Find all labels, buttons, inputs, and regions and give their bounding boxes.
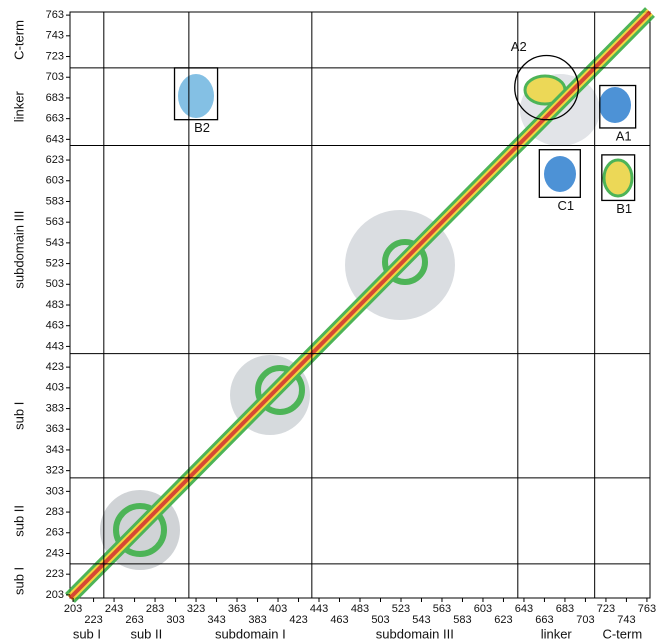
x-tick-label: 643 <box>515 603 533 615</box>
y-tick-label: 343 <box>46 444 64 456</box>
y-tick-label: 763 <box>46 9 64 21</box>
x-tick-label: 703 <box>576 614 594 626</box>
y-tick-label: 223 <box>46 568 64 580</box>
x-domain-label: linker <box>541 626 573 641</box>
y-domain-label: sub I <box>11 402 26 430</box>
y-tick-label: 283 <box>46 506 64 518</box>
annotation-box <box>601 154 636 202</box>
annotation-circle <box>514 54 579 121</box>
x-tick-label: 423 <box>289 614 307 626</box>
contact-blob <box>599 87 631 123</box>
y-tick-label: 603 <box>46 175 64 187</box>
y-tick-label: 683 <box>46 92 64 104</box>
y-tick-label: 563 <box>46 216 64 228</box>
x-domain-label: sub II <box>130 626 162 641</box>
annotation-label: A1 <box>616 128 632 143</box>
annotation-label: A2 <box>511 39 527 54</box>
x-tick-label: 523 <box>392 603 410 615</box>
x-tick-label: 623 <box>494 614 512 626</box>
y-tick-label: 463 <box>46 320 64 332</box>
contact-blob <box>178 74 214 118</box>
y-tick-label: 443 <box>46 340 64 352</box>
contact-blob <box>255 365 305 415</box>
y-tick-label: 703 <box>46 71 64 83</box>
x-tick-label: 323 <box>187 603 205 615</box>
annotation-label: B1 <box>616 201 632 216</box>
contact-blob <box>382 239 428 285</box>
annotation-label: B2 <box>194 120 210 135</box>
y-tick-label: 363 <box>46 423 64 435</box>
x-tick-label: 443 <box>310 603 328 615</box>
x-domain-label: subdomain III <box>376 626 454 641</box>
x-tick-label: 663 <box>535 614 553 626</box>
x-tick-label: 583 <box>453 614 471 626</box>
y-tick-label: 523 <box>46 257 64 269</box>
x-tick-label: 403 <box>269 603 287 615</box>
y-tick-label: 423 <box>46 361 64 373</box>
x-tick-label: 363 <box>228 603 246 615</box>
diagonal <box>68 10 652 600</box>
y-domain-label: sub II <box>11 505 26 537</box>
y-tick-label: 203 <box>46 589 64 601</box>
y-domain-label: sub I <box>11 567 26 595</box>
contact-pattern <box>65 7 655 603</box>
y-tick-label: 263 <box>46 527 64 539</box>
x-tick-label: 463 <box>330 614 348 626</box>
x-tick-label: 303 <box>166 614 184 626</box>
contact-blob <box>544 156 576 192</box>
x-tick-label: 263 <box>125 614 143 626</box>
x-domain-label: subdomain I <box>215 626 286 641</box>
x-tick-label: 743 <box>617 614 635 626</box>
x-tick-label: 383 <box>248 614 266 626</box>
x-tick-label: 563 <box>433 603 451 615</box>
y-domain-label: linker <box>11 91 26 123</box>
x-tick-label: 723 <box>597 603 615 615</box>
y-tick-label: 483 <box>46 299 64 311</box>
y-tick-label: 303 <box>46 485 64 497</box>
y-tick-label: 323 <box>46 465 64 477</box>
x-tick-label: 223 <box>84 614 102 626</box>
contact-blob <box>113 503 167 557</box>
x-tick-label: 503 <box>371 614 389 626</box>
y-tick-label: 243 <box>46 547 64 559</box>
y-tick-label: 543 <box>46 237 64 249</box>
y-tick-label: 723 <box>46 50 64 62</box>
annotation-label: C1 <box>558 198 575 213</box>
y-domain-label: subdomain III <box>11 211 26 289</box>
y-tick-label: 623 <box>46 154 64 166</box>
x-tick-label: 603 <box>474 603 492 615</box>
x-domain-label: C-term <box>602 626 642 641</box>
x-tick-label: 343 <box>207 614 225 626</box>
y-tick-label: 503 <box>46 278 64 290</box>
annotation-box <box>538 149 581 198</box>
y-tick-label: 663 <box>46 113 64 125</box>
contact-blob <box>602 158 634 198</box>
x-tick-label: 683 <box>556 603 574 615</box>
x-tick-label: 483 <box>351 603 369 615</box>
y-tick-label: 743 <box>46 30 64 42</box>
x-tick-label: 203 <box>64 603 82 615</box>
annotation-box <box>173 67 219 121</box>
x-domain-label: sub I <box>73 626 101 641</box>
y-tick-label: 583 <box>46 195 64 207</box>
x-tick-label: 763 <box>638 603 656 615</box>
x-tick-label: 283 <box>146 603 164 615</box>
annotation-box <box>599 84 637 129</box>
y-domain-label: C-term <box>11 20 26 60</box>
y-tick-label: 403 <box>46 382 64 394</box>
y-tick-label: 383 <box>46 402 64 414</box>
y-tick-label: 643 <box>46 133 64 145</box>
x-tick-label: 543 <box>412 614 430 626</box>
x-tick-label: 243 <box>105 603 123 615</box>
